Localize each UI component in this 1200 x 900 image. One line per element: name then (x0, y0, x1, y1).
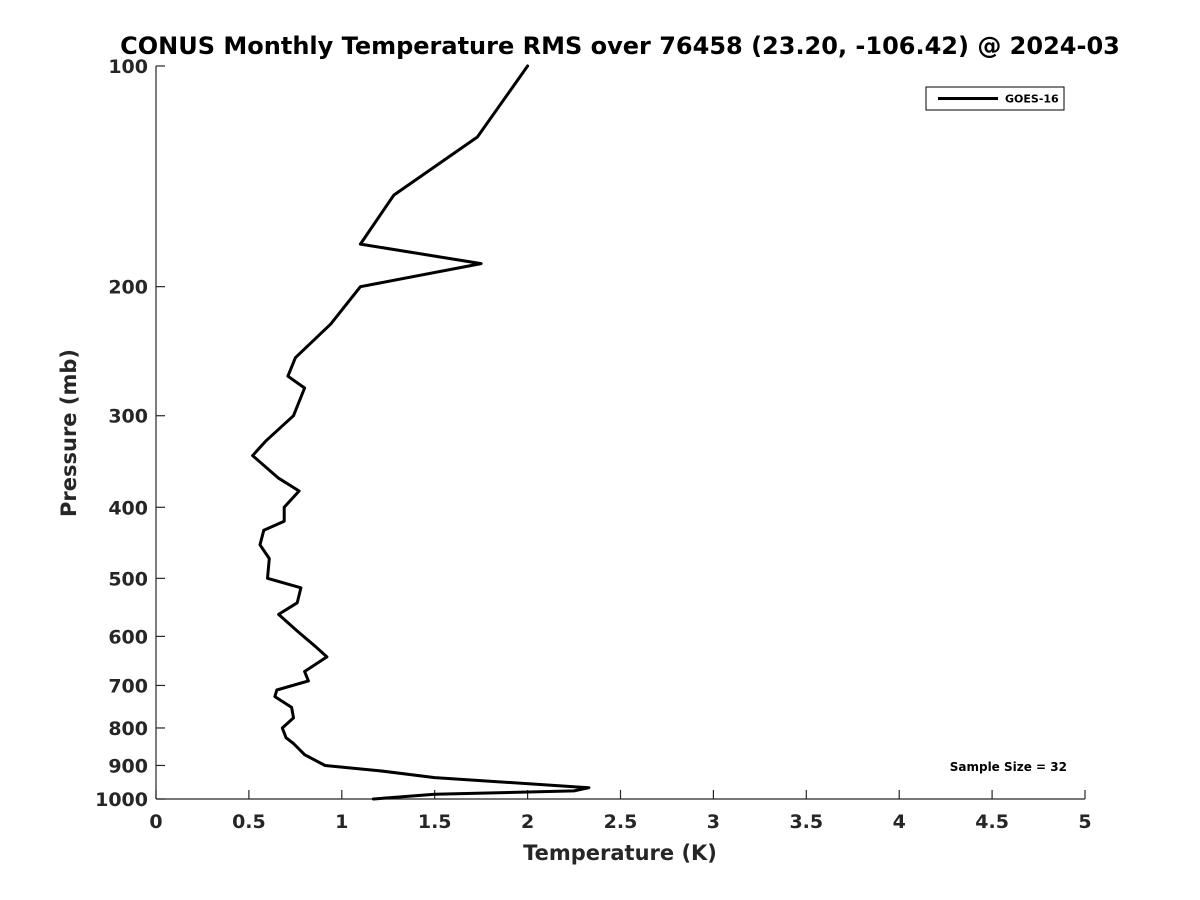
sample-size-annotation: Sample Size = 32 (950, 760, 1067, 774)
series-line-goes-16 (251, 64, 591, 801)
x-axis-ticks: 0 0.5 1 1.5 2 2.5 3 3.5 4 4.5 5 (149, 790, 1092, 833)
legend: GOES-16 (925, 86, 1065, 111)
y-tick-label: 300 (108, 406, 148, 428)
y-tick-label: 800 (108, 718, 148, 740)
y-tick-label: 1000 (95, 789, 148, 811)
x-tick-label: 4 (893, 811, 906, 833)
x-tick-label: 2 (521, 811, 534, 833)
x-tick-label: 1.5 (418, 811, 452, 833)
y-tick-label: 500 (108, 568, 148, 590)
series-layer (251, 64, 591, 801)
x-tick-label: 1 (335, 811, 348, 833)
x-tick-label: 3.5 (789, 811, 823, 833)
x-tick-label: 0.5 (232, 811, 266, 833)
y-tick-label: 100 (108, 56, 148, 78)
y-tick-label: 400 (108, 497, 148, 519)
x-tick-label: 2.5 (604, 811, 638, 833)
x-axis-label: Temperature (K) (523, 841, 717, 865)
plot-area (156, 66, 1085, 799)
y-tick-label: 200 (108, 277, 148, 299)
x-tick-label: 5 (1078, 811, 1091, 833)
y-axis-ticks: 100 200 300 400 500 600 700 800 900 1000 (95, 56, 165, 811)
y-tick-label: 600 (108, 626, 148, 648)
x-tick-label: 3 (707, 811, 720, 833)
y-tick-label: 700 (108, 675, 148, 697)
legend-entry-goes-16: GOES-16 (1005, 93, 1059, 106)
y-tick-label: 900 (108, 755, 148, 777)
y-axis-label: Pressure (mb) (57, 349, 81, 517)
x-tick-label: 0 (149, 811, 162, 833)
x-tick-label: 4.5 (975, 811, 1009, 833)
chart-title: CONUS Monthly Temperature RMS over 76458… (120, 32, 1120, 60)
